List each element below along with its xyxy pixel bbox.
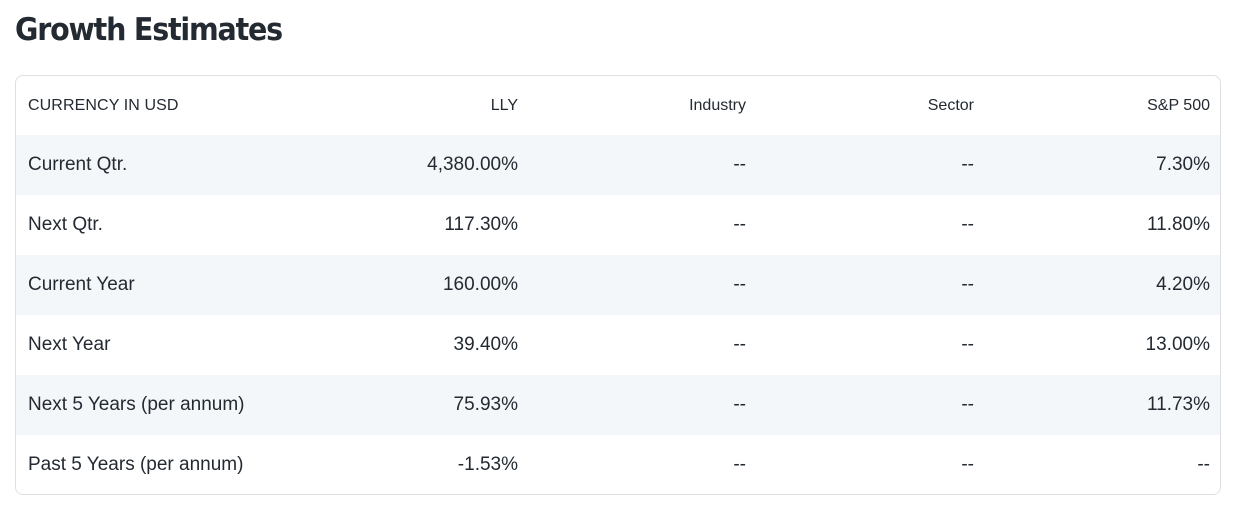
cell-lly: -1.53% [457,454,518,475]
cell-sp500: 11.73% [1146,394,1210,415]
table-row: Next Qtr. 117.30% -- -- 11.80% [16,195,1220,255]
cell-sector: -- [961,274,974,295]
cell-lly: 4,380.00% [427,154,518,175]
header-currency: CURRENCY IN USD [28,96,179,114]
cell-industry: -- [733,394,746,415]
cell-industry: -- [733,214,746,235]
row-label: Next Year [28,334,111,355]
cell-lly: 160.00% [442,274,518,295]
cell-lly: 117.30% [444,214,518,235]
cell-industry: -- [733,334,746,355]
header-lly: LLY [490,96,518,114]
growth-estimates-table-card: CURRENCY IN USD LLY Industry Sector S&P … [15,75,1221,495]
section-title: Growth Estimates [15,12,283,48]
row-label: Next Qtr. [28,214,103,235]
cell-sp500: 4.20% [1156,274,1210,295]
cell-sp500: 7.30% [1156,154,1210,175]
cell-lly: 39.40% [453,334,518,355]
cell-lly: 75.93% [453,394,518,415]
cell-industry: -- [733,154,746,175]
cell-sp500: 11.80% [1146,214,1210,235]
row-label: Past 5 Years (per annum) [28,454,244,475]
header-industry: Industry [689,96,746,114]
cell-sector: -- [961,154,974,175]
table-row: Next 5 Years (per annum) 75.93% -- -- 11… [16,375,1220,435]
cell-sp500: -- [1197,454,1210,475]
table-row: Past 5 Years (per annum) -1.53% -- -- -- [16,435,1220,494]
header-sector: Sector [927,96,974,114]
table-header-row: CURRENCY IN USD LLY Industry Sector S&P … [16,76,1220,135]
cell-sector: -- [961,394,974,415]
cell-sector: -- [961,214,974,235]
table-row: Current Year 160.00% -- -- 4.20% [16,255,1220,315]
growth-estimates-table: CURRENCY IN USD LLY Industry Sector S&P … [16,76,1220,494]
row-label: Current Qtr. [28,154,128,175]
table-row: Current Qtr. 4,380.00% -- -- 7.30% [16,135,1220,195]
header-sp500: S&P 500 [1147,96,1210,114]
table-row: Next Year 39.40% -- -- 13.00% [16,315,1220,375]
cell-industry: -- [733,454,746,475]
row-label: Next 5 Years (per annum) [28,394,245,415]
cell-industry: -- [733,274,746,295]
cell-sp500: 13.00% [1145,334,1210,355]
cell-sector: -- [961,454,974,475]
cell-sector: -- [961,334,974,355]
row-label: Current Year [28,274,135,295]
